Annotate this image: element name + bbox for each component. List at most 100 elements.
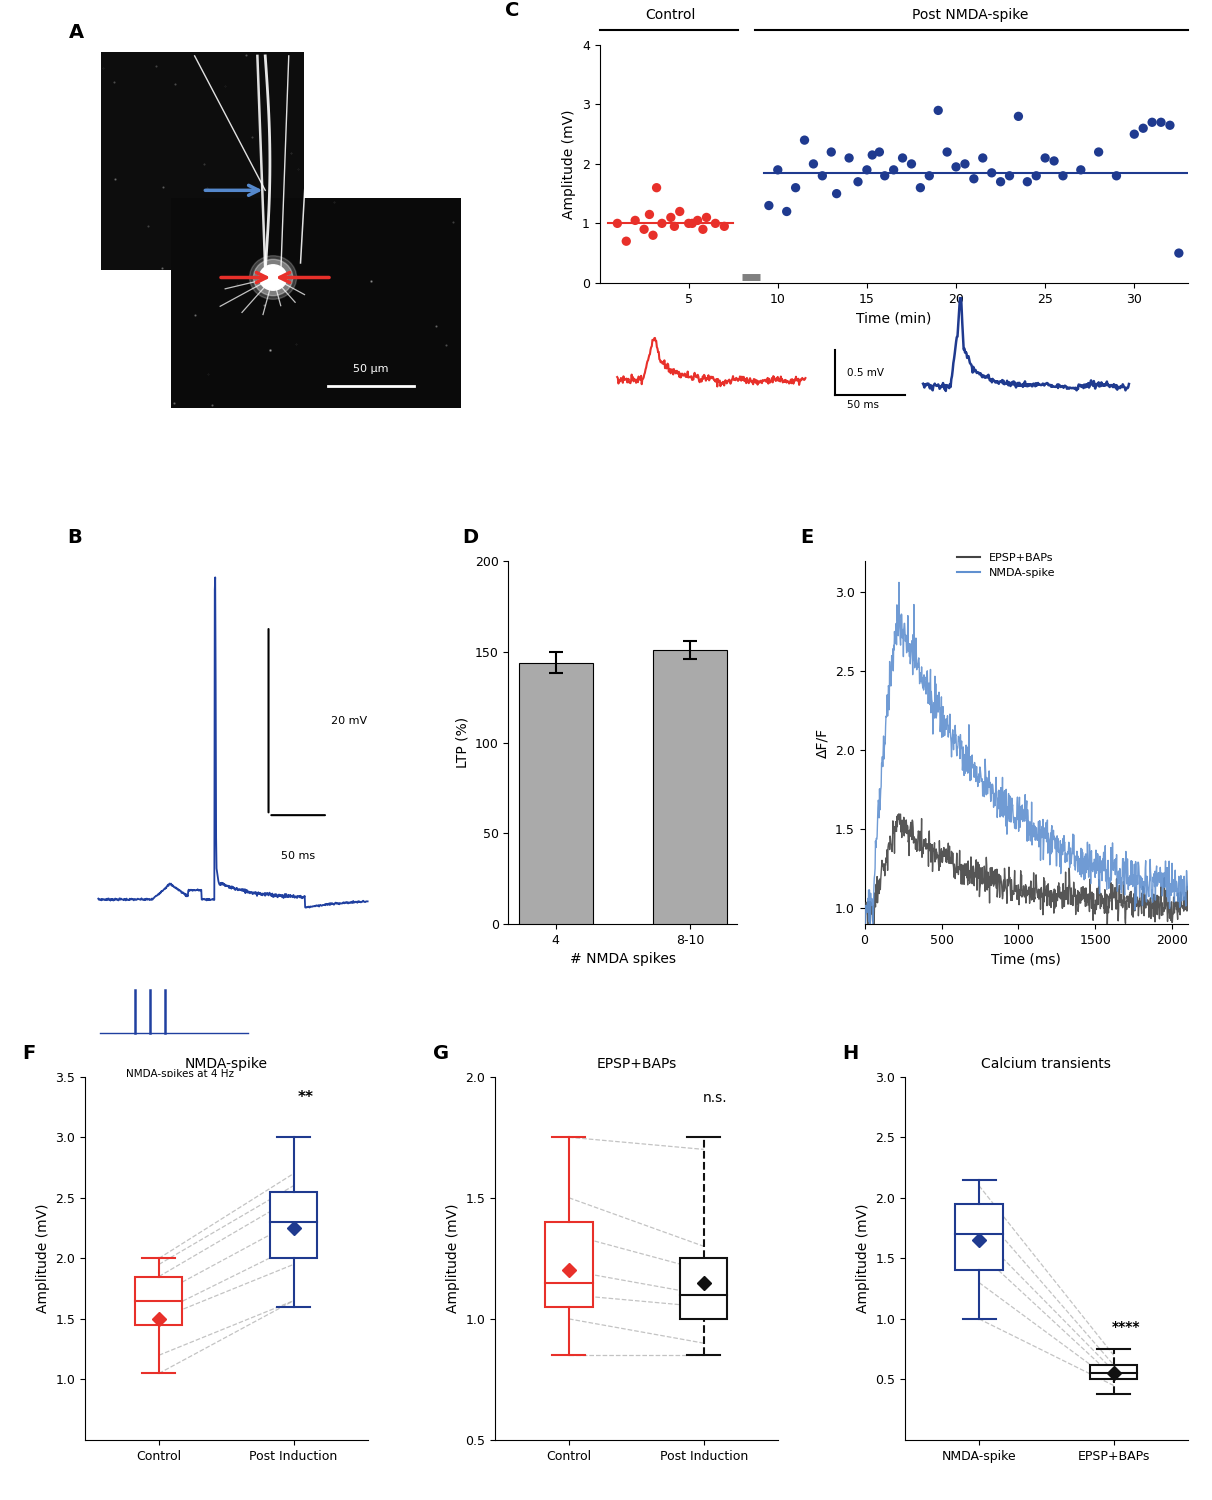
Point	[644, 224, 663, 248]
Title: Calcium transients: Calcium transients	[982, 1058, 1111, 1071]
Point	[928, 99, 948, 123]
X-axis label: Time (ms): Time (ms)	[991, 952, 1060, 966]
Point	[640, 202, 659, 226]
Point	[870, 140, 890, 164]
Point	[973, 146, 993, 170]
Circle shape	[253, 260, 292, 296]
Point	[840, 146, 859, 170]
Text: 50 μm: 50 μm	[354, 364, 389, 374]
Point	[664, 214, 684, 238]
Point	[1071, 158, 1091, 182]
X-axis label: Time (min): Time (min)	[856, 310, 931, 326]
Point	[1027, 164, 1046, 188]
Circle shape	[259, 266, 287, 290]
Point	[652, 211, 671, 236]
Point	[893, 146, 913, 170]
Bar	[545, 1222, 593, 1306]
Point	[857, 158, 876, 182]
Legend: EPSP+BAPs, NMDA-spike: EPSP+BAPs, NMDA-spike	[953, 549, 1059, 582]
Text: E: E	[800, 528, 813, 546]
Text: D: D	[463, 528, 479, 546]
Text: H: H	[842, 1044, 859, 1062]
Text: Control: Control	[645, 8, 696, 22]
Point	[679, 211, 698, 236]
Point	[1143, 111, 1162, 135]
X-axis label: # NMDA spikes: # NMDA spikes	[570, 952, 676, 966]
Point	[822, 140, 841, 164]
Point	[1045, 148, 1064, 172]
Text: C: C	[505, 2, 520, 21]
Text: 0.5 mV: 0.5 mV	[847, 368, 884, 378]
Point	[777, 200, 796, 223]
Bar	[1090, 1365, 1137, 1380]
Point	[955, 152, 974, 176]
Point	[827, 182, 846, 206]
Point	[795, 128, 814, 152]
Y-axis label: Amplitude (mV): Amplitude (mV)	[446, 1203, 459, 1312]
Point	[1088, 140, 1108, 164]
Point	[682, 211, 702, 236]
Point	[875, 164, 894, 188]
Point	[1125, 122, 1144, 146]
Y-axis label: Amplitude (mV): Amplitude (mV)	[35, 1203, 50, 1312]
Point	[813, 164, 833, 188]
Point	[647, 176, 667, 200]
Text: A: A	[69, 22, 85, 42]
Bar	[955, 1204, 1002, 1270]
Text: NMDA-spikes at 4 Hz: NMDA-spikes at 4 Hz	[126, 1068, 234, 1078]
Point	[625, 209, 645, 232]
Bar	[171, 198, 462, 408]
Point	[697, 206, 716, 230]
Bar	[680, 1258, 727, 1318]
Point	[863, 142, 882, 166]
Point	[693, 217, 713, 242]
Point	[1170, 242, 1189, 266]
Text: F: F	[23, 1044, 36, 1062]
Point	[634, 217, 653, 242]
Point	[688, 209, 708, 232]
Point	[661, 206, 680, 230]
Text: **: **	[297, 1090, 314, 1106]
Bar	[270, 1192, 318, 1258]
Point	[1160, 114, 1179, 138]
Point	[848, 170, 868, 194]
Y-axis label: Amplitude (mV): Amplitude (mV)	[856, 1203, 870, 1312]
Circle shape	[250, 255, 297, 300]
Text: ****: ****	[1111, 1320, 1139, 1334]
Bar	[101, 53, 304, 270]
Point	[1018, 170, 1037, 194]
Point	[1107, 164, 1126, 188]
Point	[1133, 116, 1153, 140]
Point	[670, 200, 690, 223]
Point	[785, 176, 805, 200]
Point	[1035, 146, 1054, 170]
Point	[1151, 111, 1171, 135]
Title: NMDA-spike: NMDA-spike	[184, 1058, 268, 1071]
Bar	[519, 663, 593, 924]
Text: 50 Hz: 50 Hz	[99, 1119, 130, 1130]
Text: 50 ms: 50 ms	[281, 850, 315, 861]
Text: B: B	[67, 528, 82, 546]
Point	[982, 160, 1001, 184]
Y-axis label: LTP (%): LTP (%)	[456, 717, 469, 768]
Point	[1000, 164, 1019, 188]
Point	[607, 211, 627, 236]
Point	[991, 170, 1011, 194]
Point	[1008, 105, 1028, 129]
Title: EPSP+BAPs: EPSP+BAPs	[596, 1058, 676, 1071]
Point	[715, 214, 734, 238]
Point	[768, 158, 788, 182]
Text: n.s.: n.s.	[703, 1090, 727, 1106]
Point	[705, 211, 725, 236]
Text: 50 ms: 50 ms	[847, 400, 879, 411]
Point	[910, 176, 930, 200]
Bar	[136, 1276, 183, 1324]
Point	[920, 164, 939, 188]
Text: 20 mV: 20 mV	[331, 716, 367, 726]
Bar	[653, 650, 727, 924]
Point	[937, 140, 956, 164]
Text: G: G	[433, 1044, 448, 1062]
Y-axis label: ΔF/F: ΔF/F	[816, 728, 829, 758]
Y-axis label: Amplitude (mV): Amplitude (mV)	[562, 110, 576, 219]
Point	[884, 158, 903, 182]
